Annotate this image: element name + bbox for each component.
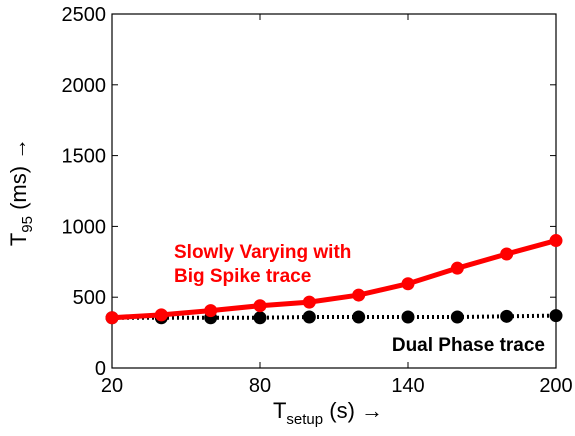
- x-tick-label: 140: [391, 375, 424, 397]
- y-tick-label: 1000: [62, 216, 107, 238]
- y-tick-label: 2500: [62, 4, 107, 26]
- plot-frame: [111, 13, 557, 369]
- data-point-slowly-varying: [302, 295, 316, 309]
- x-tick-label: 200: [539, 375, 572, 397]
- data-point-slowly-varying: [105, 311, 119, 325]
- y-tick-label: 2000: [62, 75, 107, 97]
- series-line-slowly-varying: [111, 238, 557, 321]
- data-point-slowly-varying: [204, 304, 218, 318]
- data-point-dual-phase: [302, 310, 316, 324]
- data-point-dual-phase: [450, 310, 464, 324]
- y-tick-label: 1500: [62, 146, 107, 168]
- data-point-dual-phase: [352, 310, 366, 324]
- x-tick-label: 20: [101, 375, 123, 397]
- y-tick-label: 500: [73, 287, 106, 309]
- series-line-dual-phase: [112, 313, 557, 320]
- data-point-slowly-varying: [253, 299, 267, 313]
- annotation-slowly-varying-line1: Slowly Varying with: [174, 242, 351, 263]
- data-point-slowly-varying: [500, 247, 514, 261]
- data-point-dual-phase: [401, 310, 415, 324]
- data-point-slowly-varying: [154, 308, 168, 322]
- y-axis-label: T95 (ms) →: [6, 138, 36, 246]
- data-point-dual-phase: [253, 311, 267, 325]
- data-point-dual-phase: [549, 309, 563, 323]
- data-point-slowly-varying: [549, 234, 563, 248]
- data-point-slowly-varying: [450, 261, 464, 275]
- data-point-slowly-varying: [352, 288, 366, 302]
- annotation-dual-phase: Dual Phase trace: [392, 335, 545, 356]
- annotation-slowly-varying-line2: Big Spike trace: [174, 266, 311, 287]
- x-tick-label: 80: [249, 375, 271, 397]
- data-point-dual-phase: [500, 309, 514, 323]
- y-tick-label: 0: [95, 358, 106, 380]
- x-axis-label: Tsetup (s) →: [273, 398, 383, 428]
- data-point-slowly-varying: [401, 277, 415, 291]
